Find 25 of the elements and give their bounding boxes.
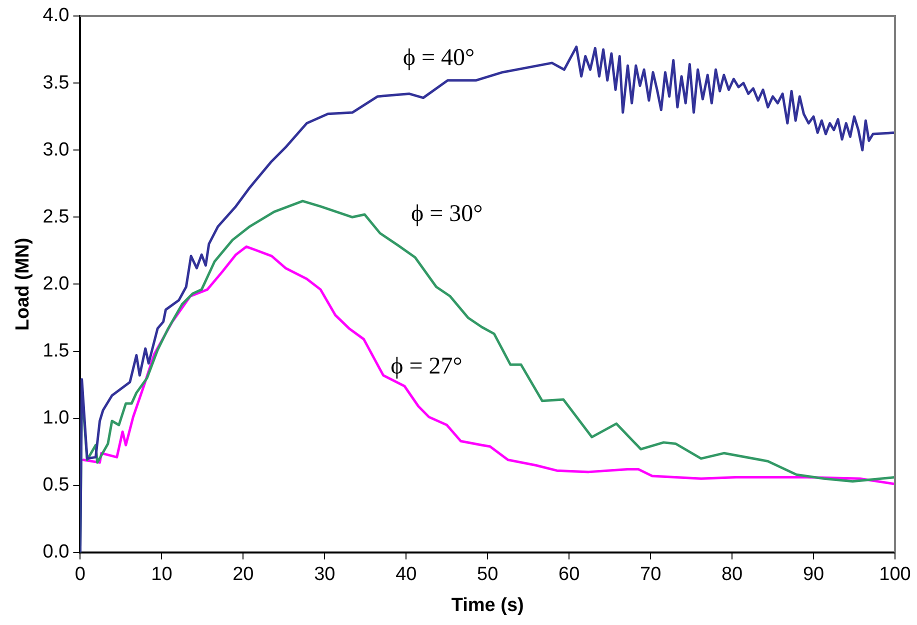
series-label: ϕ = 40° [402, 45, 475, 72]
y-tick-label: 1.5 [42, 340, 70, 362]
x-tick-label: 80 [721, 564, 743, 586]
x-tick-label: 30 [314, 564, 336, 586]
x-tick-label: 0 [74, 564, 86, 586]
y-tick-label: 0.5 [42, 474, 70, 496]
y-tick-label: 2.0 [42, 273, 70, 294]
x-tick-label: 70 [640, 564, 662, 586]
y-tick-label: 3.0 [42, 139, 70, 160]
y-tick-label: 2.5 [42, 206, 70, 228]
x-tick-label: 60 [558, 564, 580, 586]
y-tick-label: 3.5 [42, 72, 70, 94]
series-label: ϕ = 27° [390, 354, 462, 380]
x-axis-title: Time (s) [451, 594, 524, 616]
y-tick-label: 0.0 [42, 542, 70, 563]
x-tick-label: 20 [232, 564, 254, 586]
x-tick-label: 90 [802, 564, 824, 586]
y-tick-label: 1.0 [42, 408, 70, 429]
x-tick-label: 100 [879, 564, 911, 586]
x-tick-label: 40 [396, 564, 417, 586]
x-tick-label: 10 [151, 564, 172, 586]
series-label: ϕ = 30° [410, 200, 483, 227]
x-tick-label: 50 [477, 564, 498, 586]
y-tick-label: 4.0 [42, 5, 70, 26]
y-axis-title: Load (MN) [12, 238, 34, 331]
